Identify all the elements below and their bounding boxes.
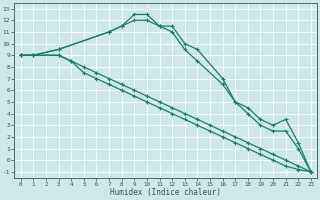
X-axis label: Humidex (Indice chaleur): Humidex (Indice chaleur)	[110, 188, 221, 197]
